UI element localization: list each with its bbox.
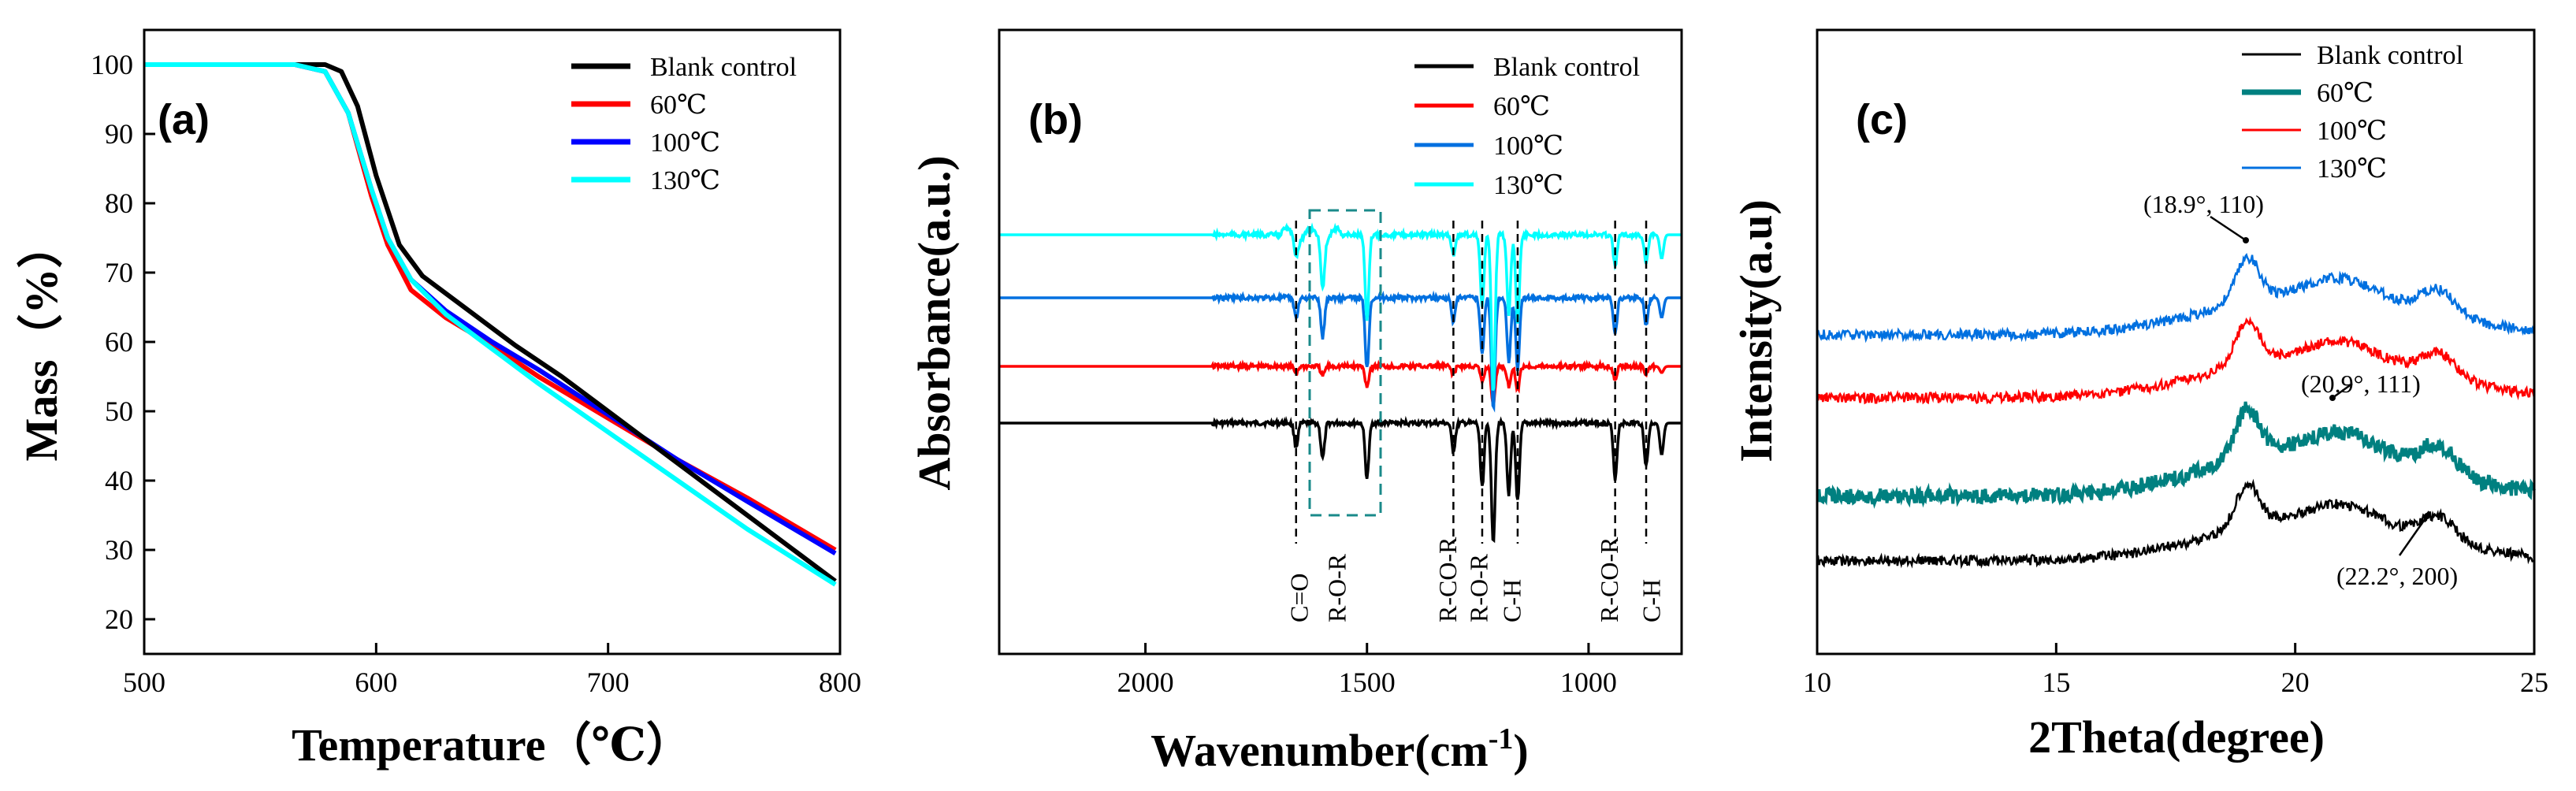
panel-a-frame (143, 28, 842, 655)
panel-c-xtick-label: 15 (2042, 667, 2070, 698)
panel-b-xlabel-main: Wavenumber(cm (1150, 725, 1489, 776)
panel-a-xtick-label: 500 (123, 667, 165, 698)
panel-c-annotation-arrow (2398, 515, 2429, 556)
panel-c-series-line (1816, 401, 2536, 509)
panel-a-xtick-label: 600 (355, 667, 397, 698)
panel-c-series-line (1816, 253, 2536, 344)
panel-c-ticks: 10 15 20 25 (1803, 643, 2548, 698)
panel-b-xlabel-close: ) (1513, 725, 1528, 776)
panel-b-frame (998, 28, 1683, 655)
panel-b-annotation: R-CO-R (1433, 537, 1462, 622)
panel-c-annotation-arrowhead (2243, 237, 2249, 243)
panel-c-annotation-arrow (2210, 215, 2247, 242)
panel-b-xtick-label: 1500 (1339, 667, 1396, 698)
panel-b-annotation: R-O-R (1322, 553, 1351, 622)
panel-a-legend-label: 60℃ (650, 91, 707, 120)
panel-a-series-line (144, 62, 837, 584)
panel-c-label: (c) (1856, 96, 1908, 143)
panel-b-series-line (999, 415, 1682, 544)
panel-a-ticks: 500 600 700 800 20 30 40 50 60 70 80 90 100 (91, 49, 861, 698)
panel-c-annotation: (22.2°, 200) (2336, 562, 2458, 590)
panel-c-annotation: (18.9°, 110) (2143, 190, 2264, 218)
panel-a-ytick-label: 30 (105, 534, 133, 566)
panel-b-legend-label: 60℃ (1493, 92, 1550, 121)
panel-b-legend-label: 100℃ (1493, 132, 1563, 161)
panel-b-xlabel-sup: -1 (1489, 722, 1514, 756)
panel-c-legend-label: 130℃ (2317, 154, 2387, 184)
panel-b-series-line (999, 290, 1682, 413)
panel-c-annotation-arrow (2332, 382, 2353, 399)
panel-a-ytick-label: 40 (105, 465, 133, 496)
panel-c-frame (1816, 28, 2536, 655)
panel-a-ytick-label: 50 (105, 396, 133, 427)
panel-a-lines (144, 62, 837, 587)
panel-a-legend-label: 100℃ (650, 128, 720, 158)
panel-b-legend-label: 130℃ (1493, 171, 1563, 200)
panel-a-legend-label: 130℃ (650, 166, 720, 195)
panel-a-legend-label: Blank control (650, 53, 797, 82)
panel-a-series-line (144, 62, 837, 555)
panel-a-legend: Blank control 60℃ 100℃ 130℃ (571, 53, 797, 195)
panel-a-ylabel: Mass（%） (16, 223, 67, 462)
panel-c-xtick-label: 25 (2520, 667, 2548, 698)
panel-b-lines (999, 222, 1682, 544)
panel-a-ytick-label: 70 (105, 257, 133, 288)
panel-b-annotations: C=O R-O-R R-CO-R R-O-R C-H R-CO-R C-H (1285, 221, 1666, 622)
panel-a-ytick-label: 20 (105, 603, 133, 635)
panel-c-xtick-label: 20 (2281, 667, 2310, 698)
panel-a-series-line (144, 62, 837, 552)
panel-a-ytick-label: 90 (105, 118, 133, 150)
panel-b-legend-label: Blank control (1493, 53, 1640, 82)
panel-c-xlabel: 2Theta(degree) (2028, 711, 2325, 763)
panel-c-series-line (1816, 478, 2535, 570)
panel-a-ytick-label: 60 (105, 326, 133, 358)
panel-b-label: (b) (1028, 96, 1083, 143)
panel-b-series-line (999, 358, 1682, 409)
panel-b-legend: Blank control 60℃ 100℃ 130℃ (1414, 53, 1640, 200)
panel-b-ylabel: Absorbance(a.u.) (909, 155, 960, 490)
panel-c: 10 15 20 25 (c) Intensity(a.u) 2Theta(degre… (1730, 28, 2548, 763)
panel-b-xtick-label: 2000 (1117, 667, 1174, 698)
panel-a-xlabel: Temperature（℃） (292, 719, 692, 771)
panel-c-legend-label: Blank control (2317, 41, 2463, 70)
panel-a: 500 600 700 800 20 30 40 50 60 70 80 90 100 (a) Mass… (16, 28, 861, 771)
panel-b-highlight-box (1308, 209, 1382, 517)
panel-c-lines (1816, 253, 2536, 570)
panel-b-series-line (999, 222, 1682, 392)
panel-b-xtick-label: 1000 (1560, 667, 1617, 698)
panel-c-legend-label: 100℃ (2317, 117, 2387, 146)
panel-b-annotation: C-H (1498, 579, 1526, 622)
panel-a-xtick-label: 700 (587, 667, 630, 698)
panel-b-ticks: 2000 1500 1000 (1117, 643, 1617, 698)
panel-a-label: (a) (158, 96, 210, 143)
panel-c-legend: Blank control 60℃ 100℃ 130℃ (2242, 41, 2463, 184)
panel-c-annotation: (20.9°, 111) (2301, 370, 2421, 398)
panel-b-annotation: C=O (1285, 574, 1314, 623)
panel-b-xlabel: Wavenumber(cm-1) (1150, 722, 1528, 776)
panel-b-annotation: R-O-R (1464, 553, 1492, 622)
panel-c-annotation-arrowhead (2424, 513, 2430, 519)
panel-a-xtick-label: 800 (819, 667, 861, 698)
panel-c-annotations: (18.9°, 110) (20.9°, 111) (22.2°, 200) (2143, 190, 2458, 590)
panel-b-annotation: C-H (1637, 579, 1666, 622)
panel-c-annotation-arrowhead (2329, 395, 2336, 401)
panel-c-legend-label: 60℃ (2317, 79, 2373, 108)
panel-a-ytick-label: 100 (91, 49, 133, 80)
panel-c-ylabel: Intensity(a.u) (1730, 199, 1782, 462)
panel-c-series-line (1816, 316, 2536, 405)
panel-a-ytick-label: 80 (105, 188, 133, 219)
panel-c-xtick-label: 10 (1803, 667, 1831, 698)
panel-b: 2000 1500 1000 (b) Absorbance(a.u.) Wavenu… (909, 28, 1683, 776)
panel-b-annotation: R-CO-R (1595, 537, 1623, 622)
panel-a-series-line (144, 62, 837, 587)
